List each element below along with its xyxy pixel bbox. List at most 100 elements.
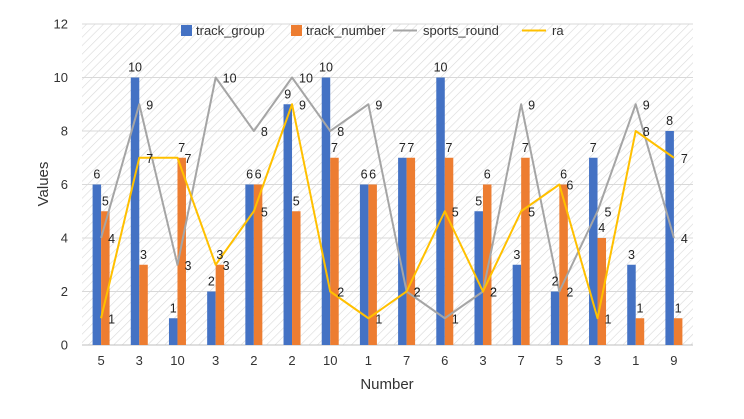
track_number-data-label: 3	[216, 248, 223, 262]
track_number-bar	[597, 238, 607, 345]
track_number-bar	[253, 184, 263, 345]
x-tick-label: 5	[97, 353, 104, 368]
track_group-data-label: 5	[475, 194, 482, 208]
x-tick-label: 7	[518, 353, 525, 368]
sports_round-data-label: 2	[414, 286, 421, 300]
track_group-bar	[474, 211, 483, 345]
ra-data-label: 6	[566, 179, 573, 193]
x-tick-label: 3	[594, 353, 601, 368]
track_group-data-label: 8	[666, 114, 673, 128]
ra-data-label: 1	[108, 312, 115, 326]
sports_round-data-label: 10	[299, 72, 313, 86]
track_group-data-label: 3	[513, 248, 520, 262]
track_number-bar	[635, 318, 645, 345]
track_number-bar	[406, 157, 416, 345]
track_number-data-label: 6	[560, 168, 567, 182]
track_number-data-label: 5	[293, 194, 300, 208]
sports_round-data-label: 3	[184, 259, 191, 273]
x-tick-label: 1	[365, 353, 372, 368]
track_number-data-label: 7	[331, 141, 338, 155]
track_number-bar	[482, 184, 492, 345]
track_group-bar	[245, 184, 254, 345]
sports_round-data-label: 8	[261, 125, 268, 139]
track_group-bar	[589, 157, 598, 345]
track_number-bar	[177, 157, 186, 345]
ra-data-label: 1	[605, 312, 612, 326]
track_number-data-label: 3	[140, 248, 147, 262]
track_number-bar	[215, 264, 225, 345]
track_group-bar	[398, 157, 407, 345]
track_number-bar	[292, 211, 301, 345]
x-tick-label: 10	[170, 353, 184, 368]
ra-data-label: 2	[490, 286, 497, 300]
y-tick-label: 10	[54, 70, 68, 85]
ra-data-label: 9	[299, 98, 306, 112]
ra-data-label: 7	[681, 152, 688, 166]
track_group-data-label: 3	[628, 248, 635, 262]
x-tick-label: 2	[250, 353, 257, 368]
sports_round-data-label: 9	[146, 98, 153, 112]
y-tick-label: 2	[61, 284, 68, 299]
ra-data-label: 8	[643, 125, 650, 139]
x-tick-label: 3	[479, 353, 486, 368]
track_group-data-label: 9	[284, 87, 291, 101]
track_number-data-label: 7	[446, 141, 453, 155]
track_group-legend-swatch	[181, 25, 192, 36]
track_number-data-label: 7	[407, 141, 414, 155]
x-tick-label: 2	[288, 353, 295, 368]
ra-data-label: 5	[261, 205, 268, 219]
track_number-data-label: 4	[598, 221, 605, 235]
x-tick-label: 3	[212, 353, 219, 368]
track_group-data-label: 6	[361, 168, 368, 182]
ra-data-label: 1	[375, 312, 382, 326]
track_number-data-label: 1	[675, 301, 682, 315]
legend[interactable]: track_group track_number sports_round ra	[181, 23, 564, 38]
track_number-data-label: 1	[636, 301, 643, 315]
x-axis-ticks: 5 3 10 3 2 2 10 1 7 6 3 7 5 3 1 9	[97, 353, 677, 368]
track_group-data-label: 10	[434, 61, 448, 75]
ra-legend-label: ra	[552, 23, 564, 38]
y-tick-label: 6	[61, 177, 68, 192]
track_number-data-label: 6	[369, 168, 376, 182]
track_number-data-label: 7	[522, 141, 529, 155]
track_number-data-label: 6	[255, 168, 262, 182]
x-tick-label: 9	[670, 353, 677, 368]
y-tick-label: 8	[61, 124, 68, 139]
track_number-data-label: 6	[484, 168, 491, 182]
track_group-bar	[283, 104, 293, 345]
track_group-data-label: 1	[170, 301, 177, 315]
track_number-data-label: 5	[102, 194, 109, 208]
y-tick-label: 12	[54, 17, 68, 32]
track_number-legend-swatch	[291, 25, 302, 36]
track_number-bar	[330, 157, 339, 345]
y-tick-label: 0	[61, 338, 68, 353]
track_number-bar	[673, 318, 683, 345]
track_group-data-label: 7	[399, 141, 406, 155]
track_group-bar	[436, 77, 445, 345]
track_number-data-label: 7	[178, 141, 185, 155]
sports_round-data-label: 5	[605, 205, 612, 219]
sports_round-data-label: 8	[337, 125, 344, 139]
track_group-data-label: 10	[319, 61, 333, 75]
track_group-bar	[512, 264, 522, 345]
track_group-bar	[665, 131, 674, 345]
ra-data-label: 2	[414, 286, 421, 300]
track_group-bar	[130, 77, 140, 345]
x-axis-title: Number	[360, 376, 413, 393]
track_number-bar	[139, 264, 148, 345]
track_group-bar	[550, 291, 560, 345]
track_number-bar	[444, 157, 454, 345]
sports_round-legend-label: sports_round	[423, 23, 499, 38]
y-axis-title: Values	[35, 162, 52, 207]
track_group-data-label: 2	[552, 275, 559, 289]
track_group-data-label: 7	[590, 141, 597, 155]
ra-data-label: 7	[146, 152, 153, 166]
sports_round-data-label: 9	[375, 98, 382, 112]
track_group-data-label: 10	[128, 61, 142, 75]
ra-line	[100, 103, 675, 320]
x-tick-label: 6	[441, 353, 448, 368]
sports_round-data-label: 9	[643, 98, 650, 112]
track_group-legend-label: track_group	[196, 23, 265, 38]
bars	[92, 77, 683, 345]
